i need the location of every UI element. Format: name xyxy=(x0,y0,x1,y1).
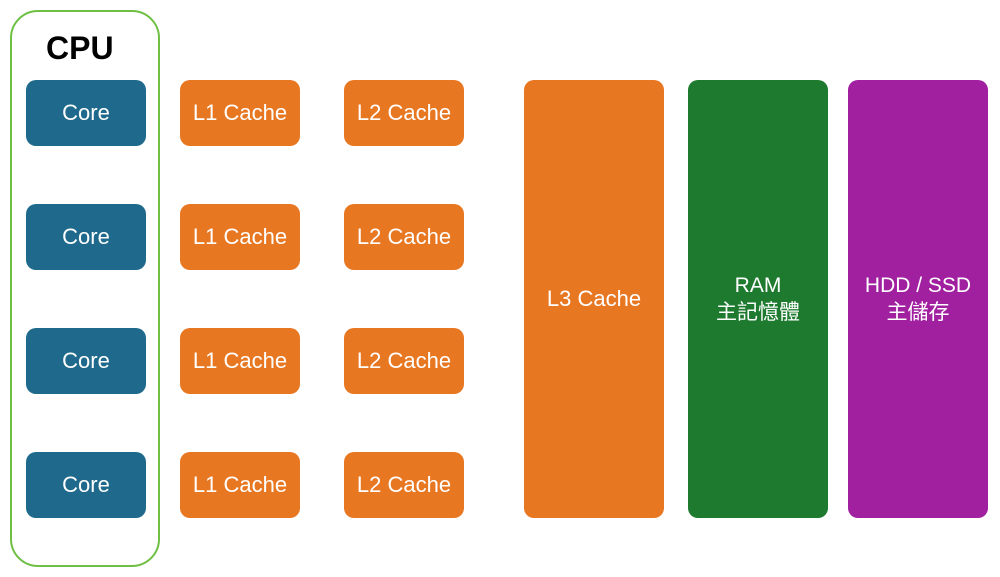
l1-cache-box: L1 Cache xyxy=(180,80,300,146)
l1-cache-box: L1 Cache xyxy=(180,452,300,518)
l1-cache-box: L1 Cache xyxy=(180,204,300,270)
ram-label-line1: RAM xyxy=(735,272,782,299)
storage-label-line2: 主儲存 xyxy=(887,299,950,326)
storage-label-line1: HDD / SSD xyxy=(865,272,971,299)
core-box: Core xyxy=(26,204,146,270)
core-box: Core xyxy=(26,328,146,394)
l2-cache-box: L2 Cache xyxy=(344,452,464,518)
l3-cache-box: L3 Cache xyxy=(524,80,664,518)
cpu-title: CPU xyxy=(46,30,114,67)
core-box: Core xyxy=(26,80,146,146)
ram-label-line2: 主記憶體 xyxy=(716,299,800,326)
memory-hierarchy-diagram: CPU Core Core Core Core L1 Cache L1 Cach… xyxy=(0,0,1000,577)
l2-cache-box: L2 Cache xyxy=(344,80,464,146)
l2-cache-box: L2 Cache xyxy=(344,328,464,394)
storage-box: HDD / SSD 主儲存 xyxy=(848,80,988,518)
ram-box: RAM 主記憶體 xyxy=(688,80,828,518)
core-box: Core xyxy=(26,452,146,518)
l1-cache-box: L1 Cache xyxy=(180,328,300,394)
l2-cache-box: L2 Cache xyxy=(344,204,464,270)
